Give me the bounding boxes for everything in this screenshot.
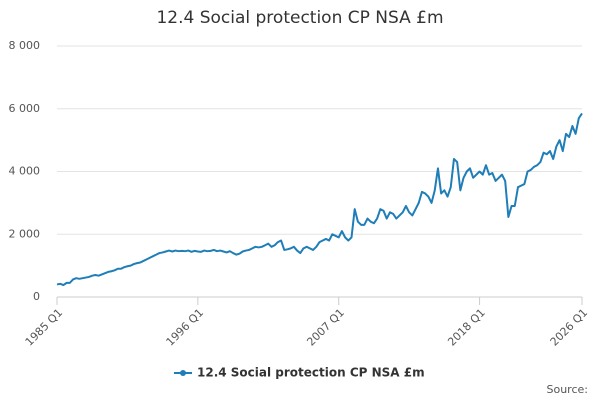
y-tick-label: 8 000 [9, 39, 41, 52]
source: Source: [547, 383, 589, 396]
x-tick-label: 1985 Q1 [23, 306, 66, 349]
legend-marker [180, 370, 186, 376]
x-tick-label: 2007 Q1 [304, 306, 347, 349]
legend: 12.4 Social protection CP NSA £m [197, 366, 425, 380]
chart-title: 12.4 Social protection CP NSA £m [156, 8, 443, 28]
y-tick-label: 2 000 [9, 227, 41, 240]
x-tick-label: 1996 Q1 [164, 306, 207, 349]
x-tick-label: 2026 Q1 [548, 306, 591, 349]
y-tick-label: 0 [33, 290, 40, 303]
series-line [56, 112, 583, 287]
x-tick-label: 2018 Q1 [445, 306, 488, 349]
y-tick-label: 4 000 [9, 165, 41, 178]
y-tick-label: 6 000 [9, 102, 41, 115]
